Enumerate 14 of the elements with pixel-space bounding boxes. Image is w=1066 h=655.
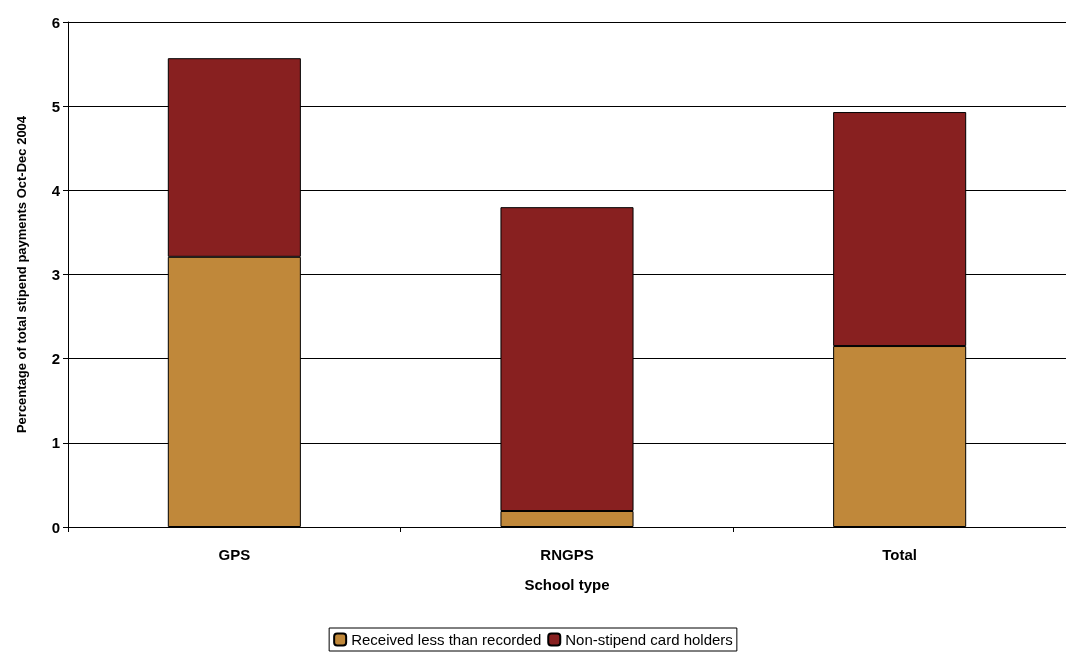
y-tick-label: 0 <box>51 518 60 536</box>
y-tick-label: 2 <box>51 350 60 368</box>
x-tick-label: GPS <box>218 546 251 563</box>
y-tick-label: 6 <box>51 13 60 31</box>
y-tick-label: 4 <box>51 181 61 199</box>
y-axis-title: Percentage of total stipend payments Oct-Dec 2004 <box>14 115 29 434</box>
y-tick-label: 5 <box>51 97 60 115</box>
legend-label: Received less than recorded <box>351 631 542 648</box>
x-tick-label: Total <box>882 546 918 563</box>
legend-label: Non-stipend card holders <box>565 631 733 648</box>
y-tick-label: 1 <box>51 434 60 452</box>
x-axis-title: School type <box>524 576 610 593</box>
x-tick-label: RNGPS <box>540 546 594 563</box>
y-tick-label: 3 <box>51 266 60 283</box>
